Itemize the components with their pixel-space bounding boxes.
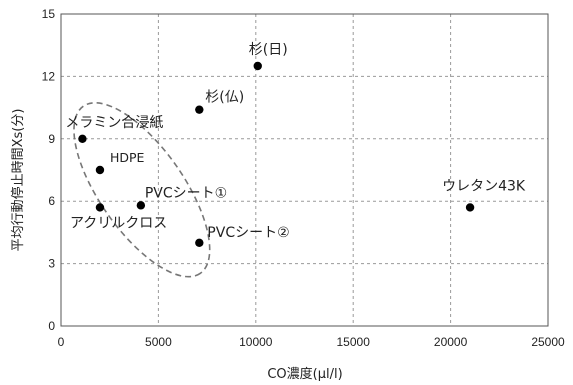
plot-border <box>60 13 549 327</box>
y-tick-label: 9 <box>48 132 55 146</box>
x-axis-title: CO濃度(μl/l) <box>267 366 342 382</box>
point-label: 杉(日) <box>249 42 288 58</box>
grouping-ellipse <box>73 102 211 278</box>
x-tick-label: 5000 <box>145 335 172 349</box>
data-point <box>136 201 146 210</box>
x-tick-labels: 0 5000 10000 15000 20000 25000 <box>58 335 565 349</box>
x-tick-label: 0 <box>58 335 65 349</box>
data-point <box>195 238 204 247</box>
y-tick-label: 15 <box>42 7 56 21</box>
point-label: アクリルクロス <box>70 215 167 231</box>
data-point <box>78 134 87 143</box>
x-tick-label: 25000 <box>531 335 565 349</box>
y-tick-label: 3 <box>48 257 55 271</box>
data-point <box>95 203 105 212</box>
point-labels: 杉(日) 杉(仏) メラミン合浸紙 HDPE PVCシート① アクリルクロス PVCシート②… <box>65 42 525 241</box>
grid-lines <box>61 14 548 326</box>
grouping-ellipse-layer <box>73 102 211 278</box>
x-tick-label: 20000 <box>434 335 468 349</box>
y-tick-label: 12 <box>42 69 56 83</box>
y-axis-title: 平均行動停止時間Xs(分) <box>10 109 26 252</box>
point-label: ウレタン43K <box>442 178 526 194</box>
y-tick-labels: 0 3 6 9 12 15 <box>42 7 56 333</box>
point-label: メラミン合浸紙 <box>65 115 163 131</box>
data-points <box>78 61 475 247</box>
x-tick-label: 15000 <box>337 335 371 349</box>
data-point <box>95 165 105 175</box>
x-tick-label: 10000 <box>239 335 273 349</box>
point-label: PVCシート① <box>145 185 227 201</box>
y-tick-label: 6 <box>48 194 55 208</box>
y-tick-label: 0 <box>48 319 55 333</box>
data-point <box>465 203 475 212</box>
data-point <box>253 61 262 71</box>
point-label: 杉(仏) <box>205 90 244 106</box>
point-label: HDPE <box>110 150 145 165</box>
point-label: PVCシート② <box>207 225 289 241</box>
data-point <box>195 105 204 114</box>
plot-frame <box>60 13 549 327</box>
